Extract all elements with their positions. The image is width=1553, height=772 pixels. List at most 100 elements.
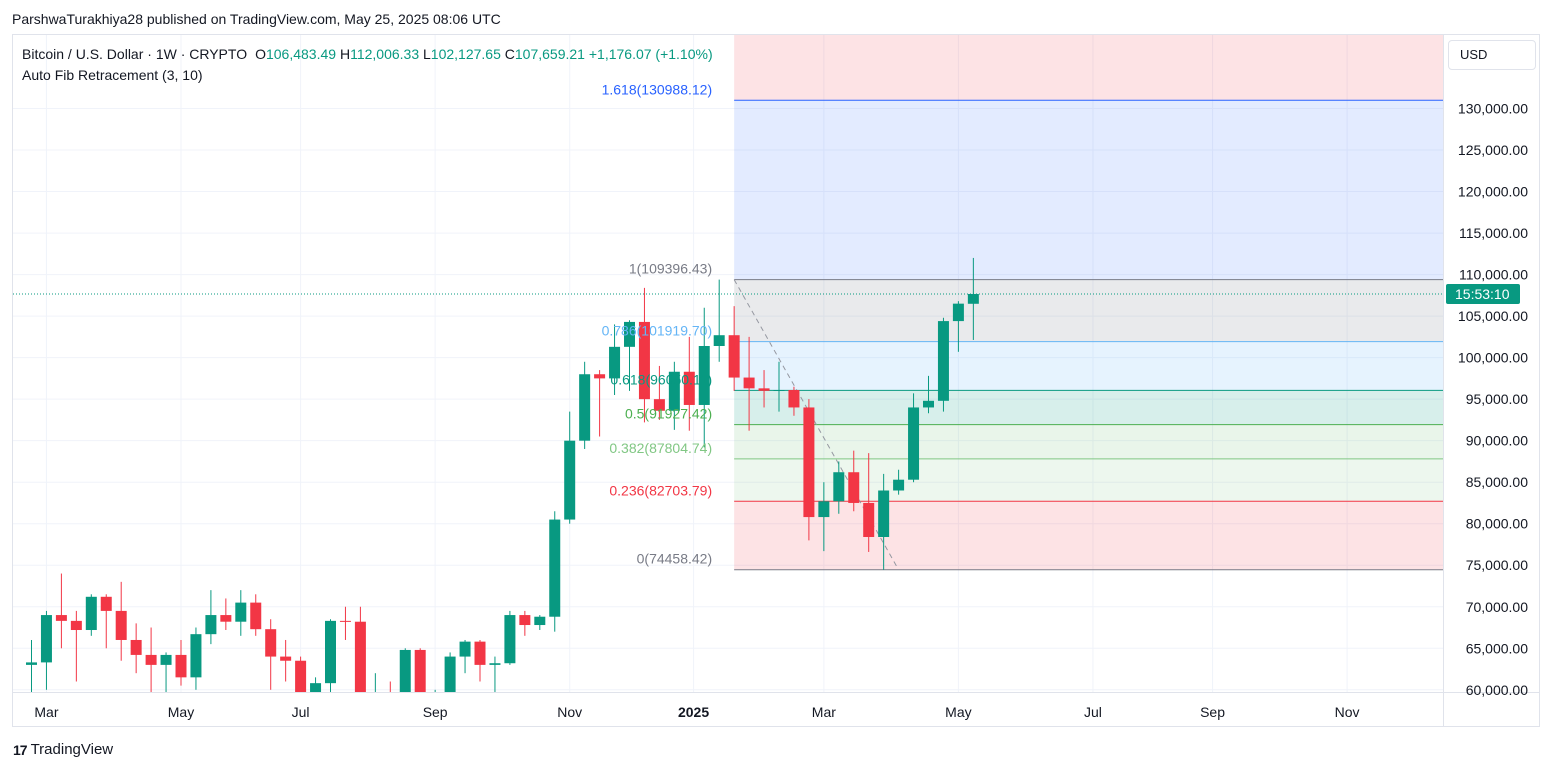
x-tick-label: Sep [1200, 704, 1225, 720]
candle-body [489, 663, 501, 665]
high-label: H [339, 46, 351, 62]
x-tick-label: May [945, 704, 971, 720]
candle-body [638, 321, 650, 400]
candle-body [370, 698, 381, 706]
change-value: +1,176.07 (+1.10%) [588, 46, 713, 62]
high-value: 112,006.33 [350, 46, 420, 62]
candle-body [265, 629, 277, 657]
brand-name: TradingView [30, 741, 114, 758]
candle-body [713, 335, 725, 347]
candle-body [549, 519, 561, 617]
x-tick-label: Nov [1335, 704, 1360, 720]
candle-body [504, 615, 516, 664]
candle-body [878, 490, 890, 538]
candle-body [70, 620, 82, 631]
candle-body [534, 616, 546, 626]
candle-body [594, 374, 606, 379]
candlestick-chart[interactable]: 1.618(130988.12) 1(109396.43) 0.786(101919… [13, 35, 1540, 727]
candle-body [55, 615, 67, 621]
candle-body [758, 388, 770, 391]
candle-body [818, 501, 830, 518]
candle-body [385, 698, 396, 700]
candle-body [908, 407, 920, 480]
candle-body [444, 656, 456, 692]
fib-zone-1.618 [734, 100, 1443, 280]
candle-body [130, 639, 142, 655]
candles: 1.618(130988.12) 1(109396.43) 0.786(101919… [26, 81, 979, 706]
y-tick-label: 70,000.00 [1466, 599, 1528, 615]
candle-body [788, 390, 800, 408]
candle-body [115, 610, 127, 640]
fib-label-0.382: 0.382(87804.74) [609, 440, 712, 456]
candle-body [937, 321, 949, 401]
candle-body [310, 683, 322, 692]
candle-body [220, 615, 232, 622]
x-tick-label: Mar [34, 704, 58, 720]
fib-retracement [13, 35, 1443, 571]
grid [13, 35, 1443, 692]
candle-body [474, 641, 486, 665]
y-tick-label: 105,000.00 [1458, 308, 1528, 324]
open-label: O [255, 46, 266, 62]
candle-body [280, 656, 292, 661]
close-label: C [504, 46, 515, 62]
candle-body [250, 602, 262, 630]
y-tick-label: 75,000.00 [1466, 557, 1528, 573]
y-tick-label: 85,000.00 [1466, 474, 1528, 490]
candle-body [803, 407, 815, 518]
tradingview-branding[interactable]: 17 TradingView [13, 741, 113, 758]
currency-selector[interactable]: USD [1448, 40, 1536, 70]
candle-body [145, 654, 157, 665]
fib-label-1.618: 1.618(130988.12) [602, 81, 713, 97]
chart-legend: Bitcoin / U.S. Dollar · 1W · CRYPTO O106,… [22, 45, 713, 87]
open-value: 106,483.49 [265, 46, 337, 62]
publish-line: ParshwaTurakhiya28 published on TradingV… [12, 11, 501, 27]
candle-body [414, 649, 426, 692]
candle-body [235, 602, 247, 622]
fib-label-0.618: 0.618(96050.11) [610, 371, 712, 387]
candle-body [923, 400, 934, 408]
chart-frame[interactable]: 1.618(130988.12) 1(109396.43) 0.786(101919… [12, 34, 1540, 727]
candle-body [564, 440, 576, 520]
countdown-label: 15:53:10 [1455, 286, 1510, 302]
fib-trend-line [733, 279, 900, 570]
candle-body [952, 303, 964, 322]
x-tick-label: Jul [1084, 704, 1102, 720]
axes: 60,000.00 65,000.00 70,000.00 75,000.00 80,0… [13, 35, 1539, 726]
candle-body [653, 399, 665, 411]
x-tick-label: Jul [292, 704, 310, 720]
candle-body [190, 634, 202, 678]
candle-body [160, 654, 172, 665]
close-value: 107,659.21 [514, 46, 585, 62]
fib-zone-0.236 [734, 501, 1443, 570]
low-value: 102,127.65 [430, 46, 501, 62]
fib-label-0: 0(74458.42) [637, 551, 713, 567]
fib-label-0.5: 0.5(91927.42) [625, 406, 712, 422]
candle-body [967, 294, 979, 304]
candle-body [26, 662, 37, 665]
candle-body [743, 377, 755, 389]
x-tick-label: May [168, 704, 194, 720]
ohlc-legend-row[interactable]: Bitcoin / U.S. Dollar · 1W · CRYPTO O106,… [22, 45, 713, 66]
symbol-title[interactable]: Bitcoin / U.S. Dollar · 1W · CRYPTO [22, 46, 248, 62]
candle-body [579, 374, 591, 441]
candle-body [459, 641, 471, 657]
y-tick-label: 60,000.00 [1466, 682, 1528, 698]
candle-body [893, 479, 905, 491]
candle-body [728, 335, 740, 378]
indicator-legend-row[interactable]: Auto Fib Retracement (3, 10) [22, 66, 713, 87]
candle-body [833, 472, 845, 502]
y-tick-label: 115,000.00 [1459, 225, 1528, 241]
y-tick-label: 120,000.00 [1458, 184, 1528, 200]
y-tick-label: 130,000.00 [1458, 101, 1528, 117]
indicator-title[interactable]: Auto Fib Retracement (3, 10) [22, 67, 203, 83]
last-price-badge [1446, 284, 1520, 305]
fib-zone-1 [734, 279, 1443, 342]
x-tick-label: Sep [423, 704, 448, 720]
y-tick-label: 80,000.00 [1466, 516, 1528, 532]
candle-body [100, 596, 112, 611]
candle-body [295, 660, 307, 692]
candle-body [848, 472, 860, 503]
candle-body [668, 371, 680, 411]
candle-body [773, 390, 785, 392]
